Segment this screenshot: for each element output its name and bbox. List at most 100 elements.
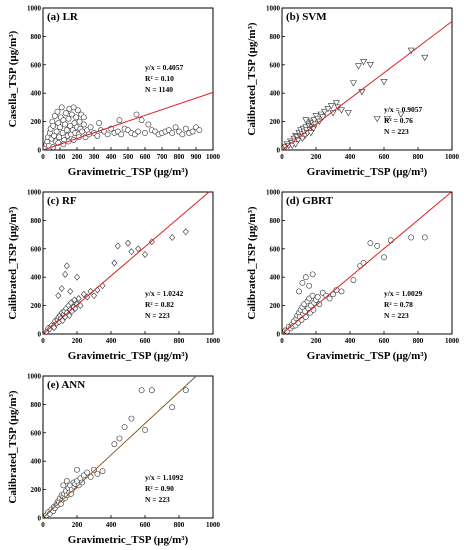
data-point [138, 117, 145, 124]
x-tick-label: 400 [345, 153, 356, 161]
panel-title: (c) RF [47, 195, 77, 207]
data-point [76, 118, 83, 125]
data-point [91, 466, 97, 473]
panel-title: (b) SVM [286, 11, 327, 23]
data-point [57, 124, 63, 131]
plot-frame [42, 375, 214, 519]
data-point [104, 131, 111, 138]
data-point [58, 285, 65, 293]
data-point [74, 466, 80, 473]
data-point [128, 248, 135, 256]
data-point [67, 287, 74, 295]
y-tick-label: 1000 [27, 373, 42, 381]
y-tick-label: 400 [31, 458, 42, 466]
data-point [111, 441, 118, 448]
data-point [116, 435, 123, 442]
data-point [397, 111, 405, 118]
y-tick-label: 800 [270, 217, 281, 225]
y-tick-label: 600 [31, 245, 42, 253]
x-tick-label: 200 [72, 521, 83, 529]
data-point [128, 415, 135, 422]
stat-line: N = 223 [384, 311, 409, 320]
data-point [145, 121, 152, 128]
stat-line: y/x = 1.0242 [145, 289, 183, 298]
data-point [182, 228, 189, 236]
data-point [60, 482, 67, 489]
y-tick-label: 200 [31, 118, 42, 126]
data-point [387, 237, 394, 244]
data-point [314, 294, 321, 300]
y-tick-label: 800 [31, 401, 42, 409]
y-axis-label: Calibrated_TSP (μg/m³) [246, 22, 258, 135]
y-tick-label: 600 [270, 61, 281, 69]
data-point [55, 292, 62, 300]
fit-line [281, 20, 453, 151]
data-point [349, 80, 357, 87]
data-point [380, 79, 388, 86]
stat-line: R² = 0.78 [384, 300, 413, 309]
x-axis-label: Gravimetric_TSP (μg/m³) [68, 166, 189, 178]
x-tick-label: 0 [280, 153, 284, 161]
data-point [196, 127, 203, 134]
y-tick-label: 200 [270, 118, 281, 126]
data-point [138, 387, 145, 394]
data-point [421, 54, 429, 62]
data-point [381, 254, 387, 261]
y-axis-label: Casella_TSP (μg/m³) [7, 30, 19, 127]
data-point [344, 110, 352, 117]
y-tick-label: 200 [31, 302, 42, 310]
data-point [87, 287, 94, 295]
panel-4: 0 200 400 600 800 1000 0 200 400 600 800 1000 (d) GB… [246, 189, 460, 363]
x-tick-label: 700 [157, 153, 168, 161]
fit-line [42, 375, 197, 519]
panel-title: (e) ANN [47, 379, 85, 391]
x-tick-label: 800 [413, 337, 424, 345]
data-point [63, 262, 70, 270]
x-tick-label: 1000 [445, 153, 460, 161]
x-tick-label: 0 [41, 521, 45, 529]
x-tick-label: 800 [174, 337, 185, 345]
data-point [62, 121, 68, 128]
x-tick-label: 100 [55, 153, 66, 161]
data-point [350, 277, 357, 283]
y-tick-label: 0 [38, 331, 42, 339]
data-point [367, 240, 374, 247]
data-point [182, 387, 189, 394]
data-point [360, 59, 368, 66]
data-point [354, 63, 363, 70]
data-point [96, 120, 102, 126]
stat-line: N = 223 [384, 127, 409, 136]
data-point [374, 243, 381, 249]
data-point [298, 135, 306, 143]
data-point [80, 121, 87, 128]
data-point [142, 251, 148, 258]
stat-line: N = 223 [145, 495, 170, 504]
y-tick-label: 1000 [266, 5, 281, 13]
data-point [408, 234, 415, 241]
data-point [56, 134, 63, 141]
data-point [142, 427, 148, 433]
y-tick-label: 400 [31, 274, 42, 282]
data-point [118, 131, 125, 138]
stat-line: R² = 0.82 [145, 300, 174, 309]
data-point [125, 239, 131, 247]
data-point [52, 113, 58, 119]
x-tick-label: 0 [41, 153, 45, 161]
data-point [324, 106, 332, 113]
data-point [366, 62, 374, 69]
data-point [133, 111, 140, 118]
data-point [189, 128, 196, 135]
plot-frame [281, 191, 453, 335]
data-point [69, 111, 75, 118]
data-point [63, 127, 70, 134]
data-point [79, 128, 85, 135]
x-axis-label: Gravimetric_TSP (μg/m³) [307, 166, 428, 178]
data-point [383, 115, 391, 123]
y-tick-label: 600 [270, 245, 281, 253]
stat-line: y/x = 1.0029 [384, 289, 422, 298]
data-point [135, 245, 142, 253]
stat-line: N = 223 [145, 311, 170, 320]
data-point [316, 301, 323, 308]
stat-line: y/x = 0.4057 [145, 63, 183, 72]
